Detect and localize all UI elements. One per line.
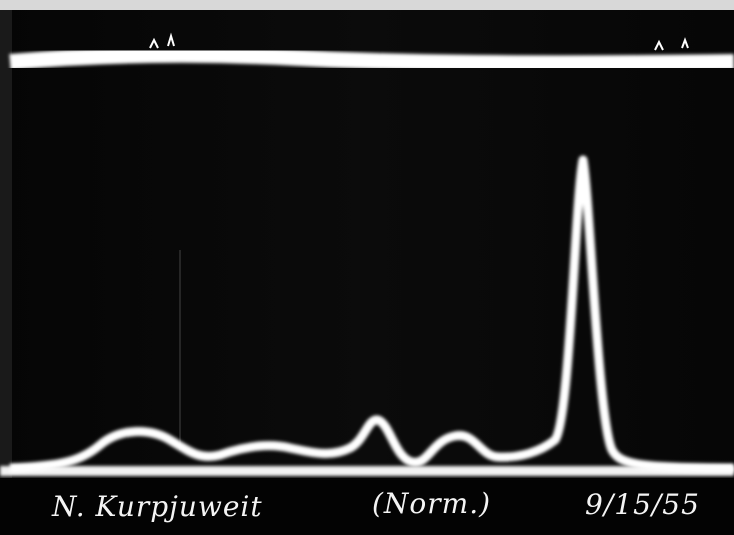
baseline (0, 466, 734, 476)
caption-date: 9/15/55 (585, 488, 700, 521)
band-spike (149, 32, 689, 51)
caption-strip (0, 478, 734, 535)
reference-band (9, 46, 734, 72)
top-edge (0, 0, 734, 10)
caption-note: (Norm.) (372, 487, 491, 520)
trace (9, 155, 734, 473)
caption-name: N. Kurpjuweit (51, 490, 263, 523)
left-edge (0, 0, 12, 535)
